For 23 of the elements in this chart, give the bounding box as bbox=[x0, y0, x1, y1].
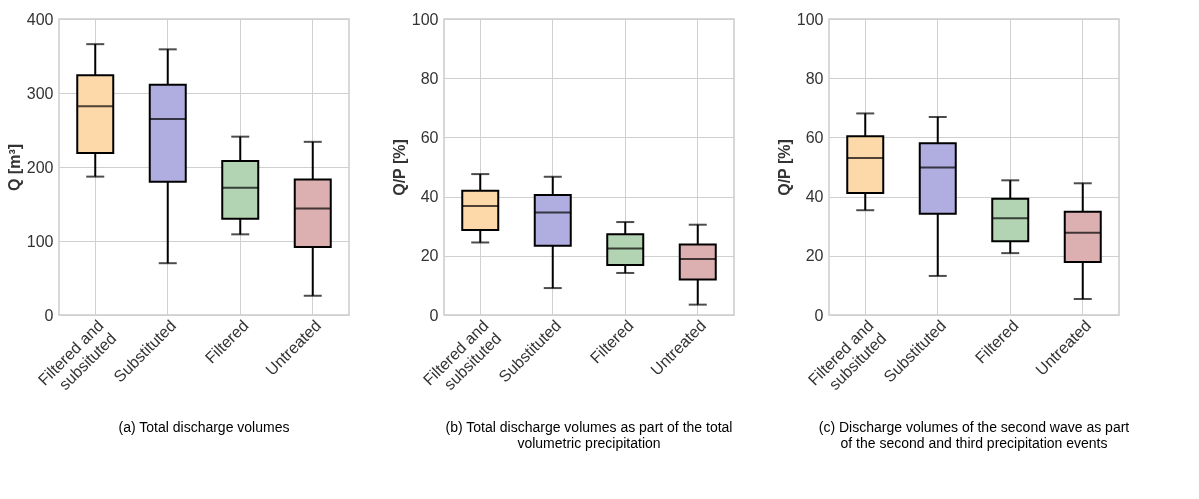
y-tick-label: 60 bbox=[420, 128, 439, 146]
y-tick-label: 0 bbox=[44, 306, 54, 324]
y-tick-label: 80 bbox=[420, 69, 439, 87]
text: (c) Discharge volumes of the second wave as part of the second and third precipitation events bbox=[818, 418, 1130, 451]
y-tick-label: 100 bbox=[411, 10, 439, 28]
y-tick-label: 40 bbox=[805, 188, 824, 206]
y-tick-label: 0 bbox=[429, 306, 439, 324]
y-tick-label: 60 bbox=[805, 128, 824, 146]
y-tick-label: 400 bbox=[26, 10, 54, 28]
y-tick-label: 80 bbox=[805, 69, 824, 87]
y-axis-title: Q [m³] bbox=[5, 143, 23, 192]
y-axis-title: Q/P [%] bbox=[390, 139, 408, 196]
y-tick-label: 300 bbox=[26, 84, 54, 102]
y-tick-label: 0 bbox=[814, 306, 824, 324]
text: (b) Total discharge volumes as part of the total volumetric precipitation bbox=[445, 418, 733, 451]
text: (a) Total discharge volumes bbox=[118, 418, 290, 435]
y-tick-label: 100 bbox=[26, 232, 54, 250]
y-tick-label: 200 bbox=[26, 158, 54, 176]
y-tick-label: 40 bbox=[420, 188, 439, 206]
y-tick-label: 20 bbox=[805, 247, 824, 265]
y-tick-label: 100 bbox=[796, 10, 824, 28]
y-axis-title: Q/P [%] bbox=[775, 139, 793, 196]
y-tick-label: 20 bbox=[420, 247, 439, 265]
